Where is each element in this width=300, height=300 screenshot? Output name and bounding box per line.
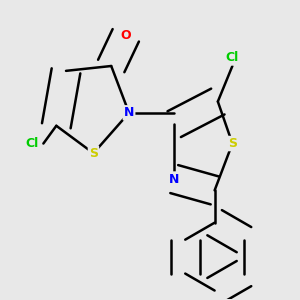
Text: Cl: Cl bbox=[226, 51, 239, 64]
Text: S: S bbox=[89, 147, 98, 160]
Text: O: O bbox=[121, 29, 131, 42]
Text: S: S bbox=[228, 137, 237, 150]
Text: Cl: Cl bbox=[26, 137, 39, 150]
Text: N: N bbox=[169, 172, 179, 186]
Text: N: N bbox=[124, 106, 134, 119]
